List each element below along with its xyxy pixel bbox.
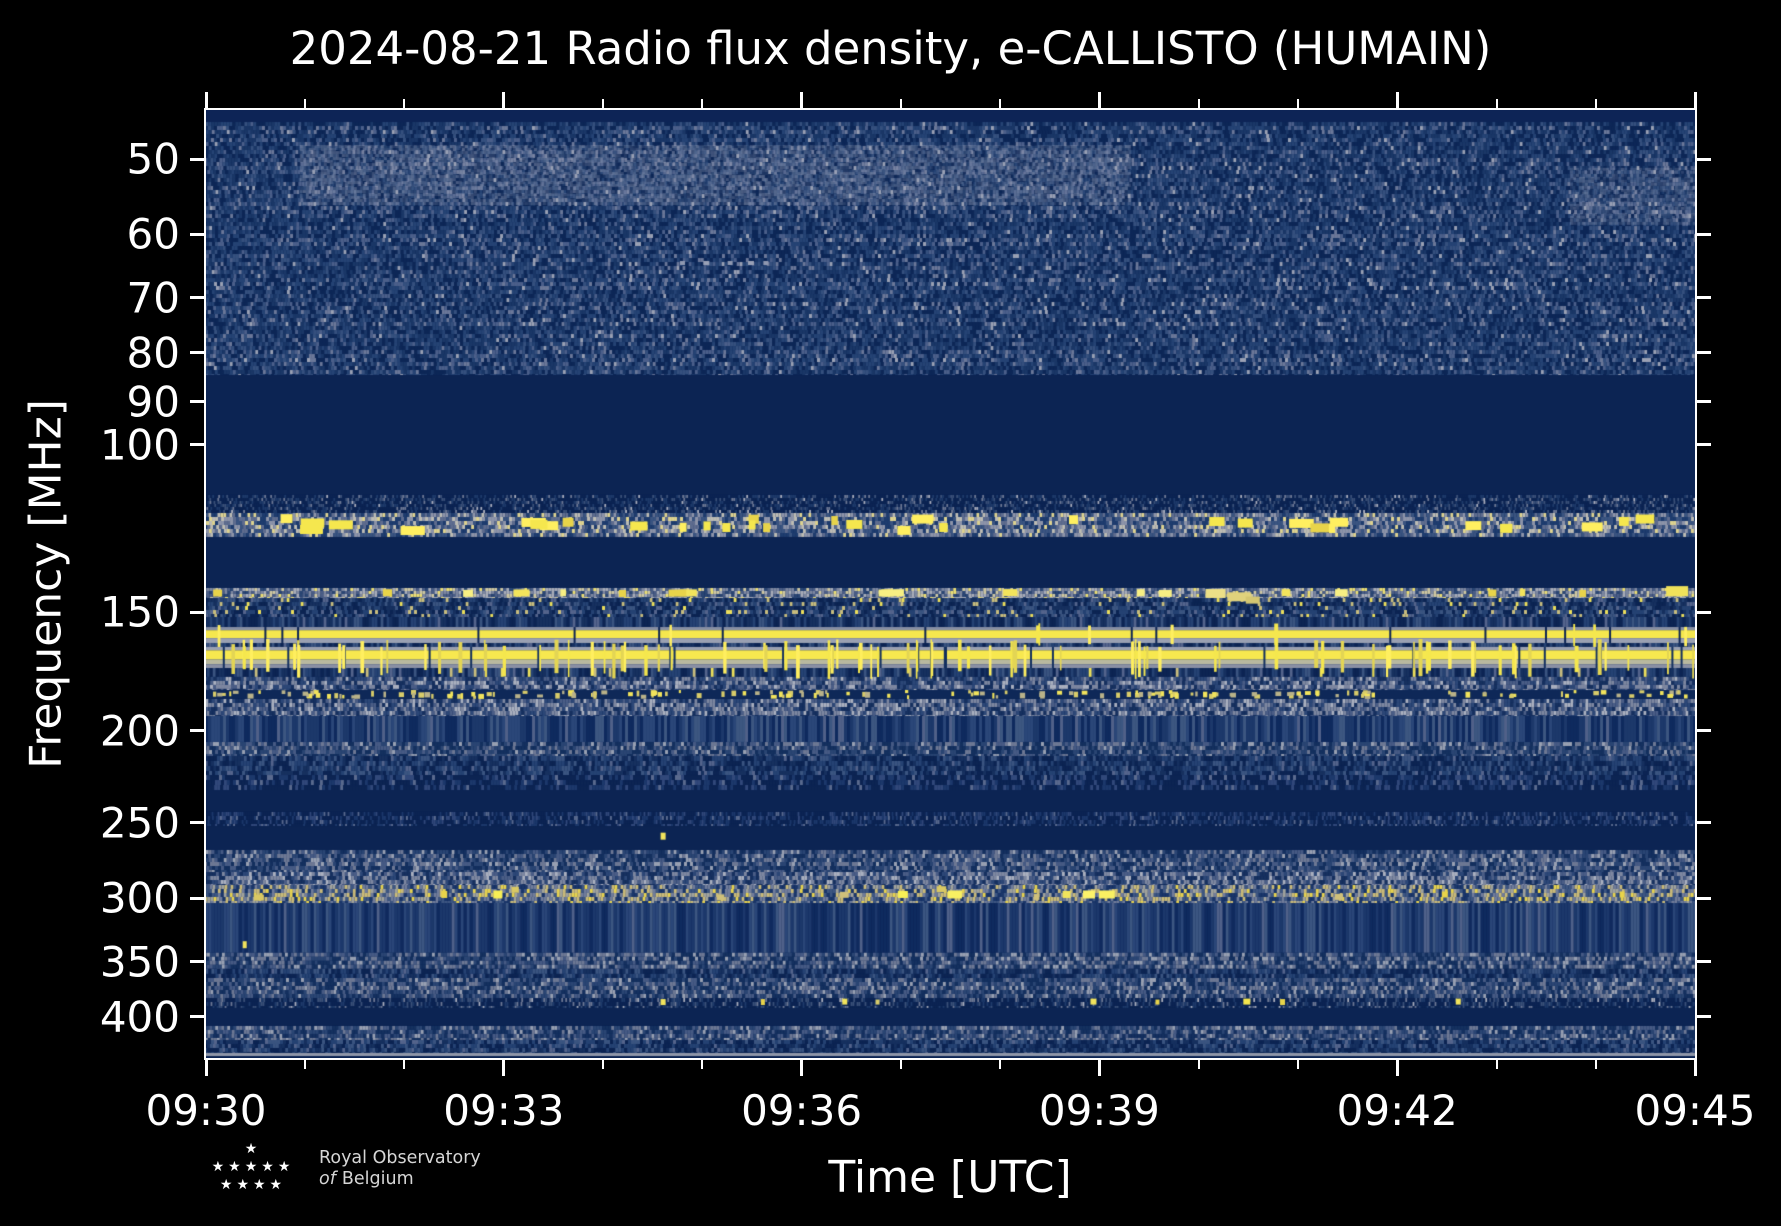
y-tick-right — [1697, 443, 1711, 447]
y-tick-label: 70 — [126, 273, 180, 323]
x-minor-tick-top — [701, 99, 704, 108]
y-tick-right — [1697, 296, 1711, 300]
x-minor-tick-top — [1197, 99, 1200, 108]
x-minor-tick-top — [304, 99, 307, 108]
x-tick-label: 09:39 — [1038, 1086, 1160, 1135]
y-tick-left — [190, 896, 204, 900]
y-axis-label: Frequency [MHz] — [20, 399, 72, 769]
y-tick-left — [190, 400, 204, 403]
x-minor-tick-bottom — [1495, 1060, 1498, 1069]
logo-line2-of: of — [319, 1169, 336, 1189]
y-tick-label: 350 — [99, 937, 180, 987]
y-tick-right — [1697, 400, 1711, 403]
y-tick-label: 150 — [99, 587, 180, 637]
logo-line2: of Belgium — [319, 1169, 481, 1190]
x-tick-label: 09:30 — [145, 1086, 267, 1135]
y-tick-right — [1697, 1015, 1711, 1019]
x-tick-label: 09:45 — [1634, 1086, 1756, 1135]
logo-line1: Royal Observatory — [319, 1148, 481, 1168]
x-major-tick-top — [1097, 92, 1101, 108]
rob-logo: ★ ★★★★★ ★★★★ Royal Observatory of Belgium — [203, 1140, 481, 1194]
x-minor-tick-bottom — [304, 1060, 307, 1069]
y-tick-right — [1697, 960, 1711, 964]
x-major-tick-bottom — [1395, 1060, 1399, 1076]
x-major-tick-bottom — [1097, 1060, 1101, 1076]
x-minor-tick-bottom — [999, 1060, 1002, 1069]
x-axis-label: Time [UTC] — [828, 1152, 1072, 1203]
x-minor-tick-bottom — [1296, 1060, 1299, 1069]
y-tick-right — [1697, 896, 1711, 900]
x-minor-tick-top — [403, 99, 406, 108]
y-tick-left — [190, 1015, 204, 1019]
y-tick-label: 400 — [99, 992, 180, 1042]
y-tick-left — [190, 610, 204, 614]
y-tick-right — [1697, 729, 1711, 733]
x-major-tick-top — [800, 92, 804, 108]
y-tick-left — [190, 960, 204, 964]
y-tick-label: 200 — [99, 706, 180, 756]
x-major-tick-top — [204, 92, 208, 108]
y-tick-label: 250 — [99, 798, 180, 848]
x-minor-tick-top — [1594, 99, 1597, 108]
x-minor-tick-bottom — [701, 1060, 704, 1069]
y-tick-label: 50 — [126, 134, 180, 184]
logo-stars-row2: ★★★★★ — [211, 1159, 295, 1175]
logo-stars-row3: ★★★★ — [219, 1177, 287, 1193]
y-tick-label: 300 — [99, 873, 180, 923]
x-minor-tick-bottom — [1594, 1060, 1597, 1069]
x-minor-tick-top — [1296, 99, 1299, 108]
y-tick-label: 80 — [126, 328, 180, 378]
x-major-tick-bottom — [204, 1060, 208, 1076]
y-tick-left — [190, 232, 204, 236]
x-tick-label: 09:36 — [741, 1086, 863, 1135]
rob-logo-stars: ★ ★★★★★ ★★★★ — [203, 1140, 303, 1194]
x-minor-tick-bottom — [403, 1060, 406, 1069]
chart-title: 2024-08-21 Radio flux density, e-CALLIST… — [289, 22, 1492, 75]
x-minor-tick-bottom — [602, 1060, 605, 1069]
y-tick-label: 100 — [99, 420, 180, 470]
x-minor-tick-bottom — [899, 1060, 902, 1069]
logo-line2-belgium: Belgium — [341, 1169, 414, 1189]
y-tick-label: 90 — [126, 377, 180, 426]
y-tick-left — [190, 296, 204, 300]
y-tick-right — [1697, 821, 1711, 825]
x-tick-label: 09:33 — [443, 1086, 565, 1135]
x-minor-tick-top — [1495, 99, 1498, 108]
rob-logo-text: Royal Observatory of Belgium — [319, 1140, 481, 1190]
x-major-tick-top — [1693, 92, 1697, 108]
x-tick-label: 09:42 — [1336, 1086, 1458, 1135]
y-tick-left — [190, 443, 204, 447]
y-tick-left — [190, 821, 204, 825]
y-tick-right — [1697, 157, 1711, 161]
y-tick-left — [190, 351, 204, 355]
x-major-tick-bottom — [502, 1060, 506, 1076]
plot-frame — [204, 108, 1697, 1060]
y-tick-label: 60 — [126, 209, 180, 259]
x-major-tick-bottom — [1693, 1060, 1697, 1076]
y-tick-right — [1697, 610, 1711, 614]
x-minor-tick-top — [602, 99, 605, 108]
logo-stars-row1: ★ — [244, 1141, 262, 1157]
x-major-tick-top — [502, 92, 506, 108]
x-minor-tick-top — [999, 99, 1002, 108]
spectrogram-canvas — [206, 110, 1695, 1058]
y-tick-right — [1697, 351, 1711, 355]
x-major-tick-top — [1395, 92, 1399, 108]
x-minor-tick-top — [899, 99, 902, 108]
x-major-tick-bottom — [800, 1060, 804, 1076]
y-tick-left — [190, 729, 204, 733]
y-tick-right — [1697, 232, 1711, 236]
y-tick-left — [190, 157, 204, 161]
x-minor-tick-bottom — [1197, 1060, 1200, 1069]
